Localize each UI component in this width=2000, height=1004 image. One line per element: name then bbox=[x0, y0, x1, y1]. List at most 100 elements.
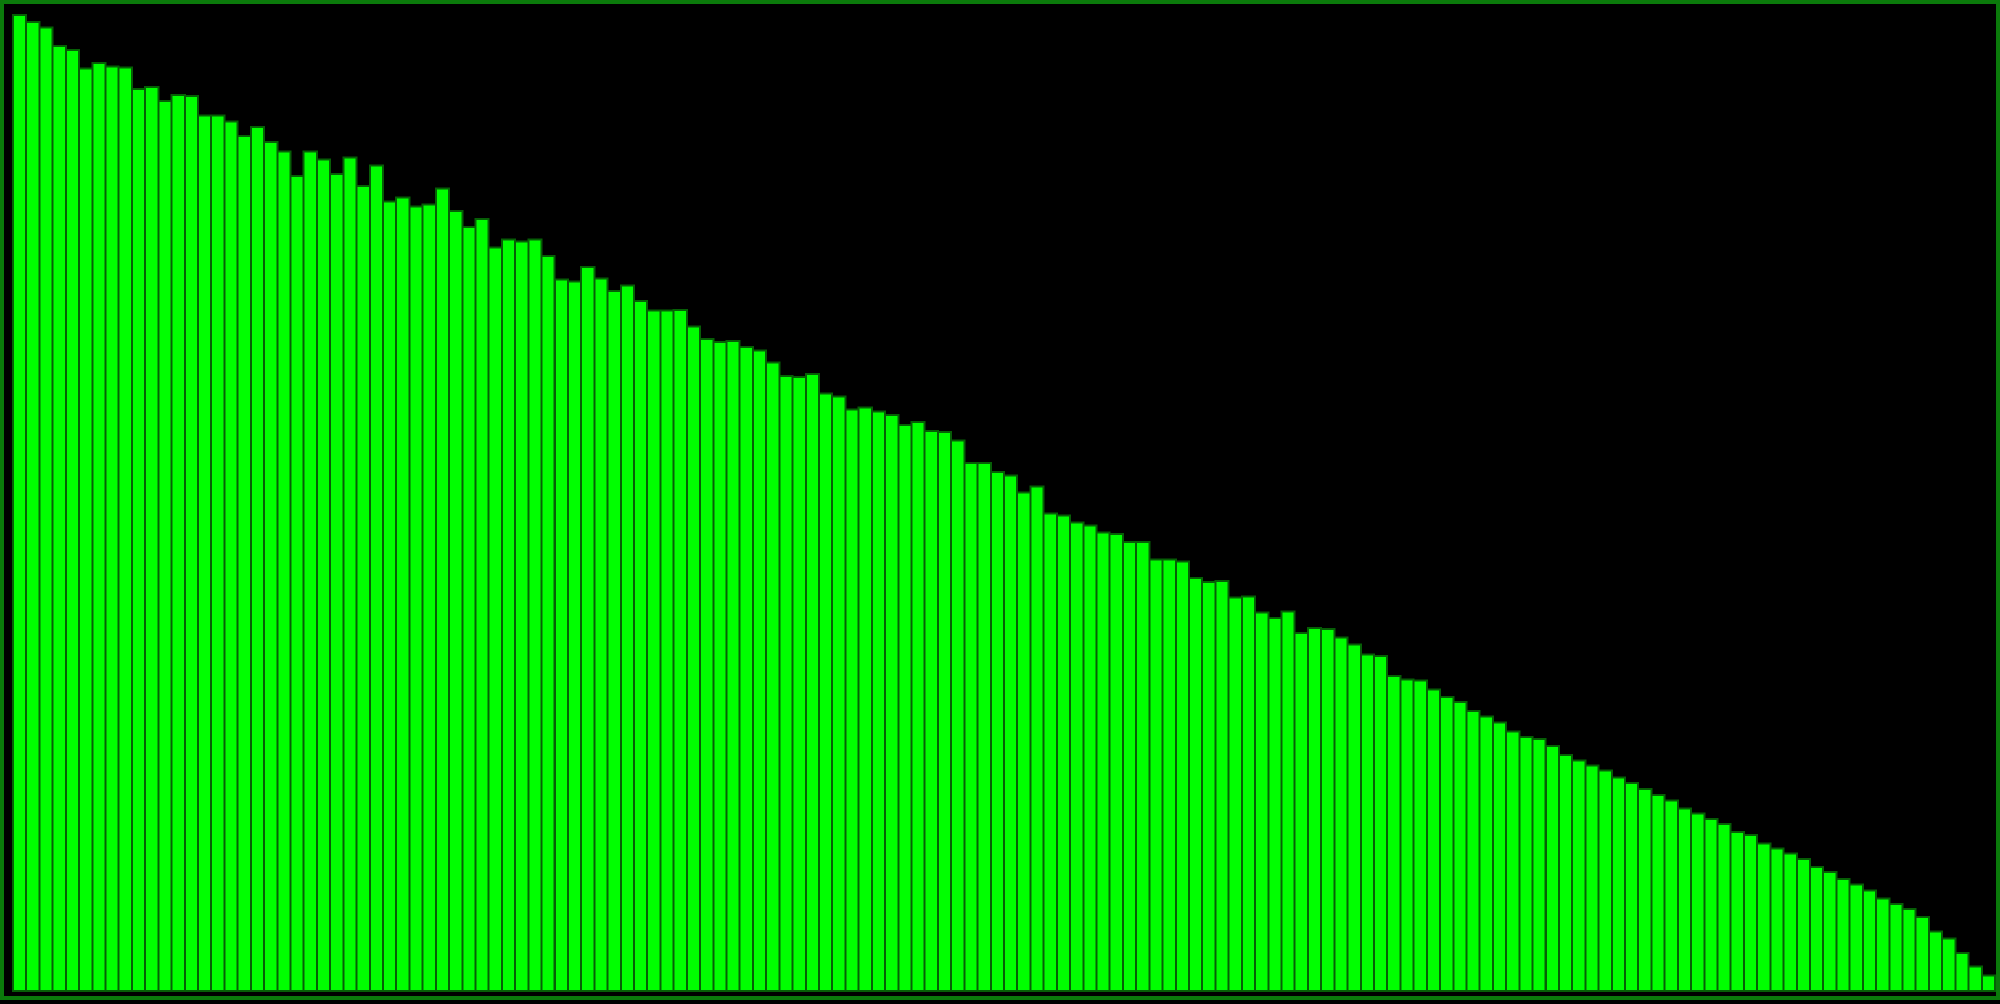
bar-19 bbox=[249, 126, 266, 993]
bar-51 bbox=[672, 308, 688, 992]
bar-4 bbox=[51, 45, 67, 993]
bar-73 bbox=[963, 461, 979, 993]
bar-137 bbox=[1809, 866, 1825, 992]
bar-110 bbox=[1452, 701, 1468, 992]
bar-78 bbox=[1029, 485, 1045, 992]
bar-113 bbox=[1491, 721, 1508, 992]
bar-35 bbox=[461, 225, 477, 993]
bar-114 bbox=[1505, 730, 1521, 992]
bar-125 bbox=[1650, 793, 1666, 992]
bar-56 bbox=[738, 345, 754, 992]
bar-117 bbox=[1544, 745, 1560, 993]
bar-111 bbox=[1465, 709, 1481, 992]
bar-20 bbox=[263, 140, 279, 992]
bar-103 bbox=[1359, 653, 1375, 993]
bar-45 bbox=[593, 277, 609, 992]
bar-42 bbox=[553, 278, 569, 992]
bar-67 bbox=[884, 414, 900, 993]
bar-27 bbox=[355, 184, 371, 993]
bar-69 bbox=[910, 420, 926, 992]
bar-37 bbox=[487, 246, 503, 993]
bar-88 bbox=[1161, 558, 1177, 992]
bar-96 bbox=[1267, 617, 1283, 992]
bar-87 bbox=[1148, 558, 1164, 992]
bar-94 bbox=[1240, 595, 1257, 992]
bar-66 bbox=[870, 410, 887, 992]
bar-50 bbox=[659, 309, 675, 993]
bar-40 bbox=[527, 238, 543, 993]
bar-57 bbox=[751, 349, 768, 992]
bar-16 bbox=[210, 114, 226, 992]
bar-chart bbox=[12, 14, 1997, 993]
bar-74 bbox=[976, 461, 992, 993]
bar-10 bbox=[130, 88, 147, 993]
bar-49 bbox=[646, 309, 662, 993]
bar-106 bbox=[1399, 678, 1415, 992]
bar-89 bbox=[1174, 560, 1190, 992]
bar-29 bbox=[381, 200, 398, 993]
bar-83 bbox=[1095, 531, 1111, 993]
bar-41 bbox=[540, 255, 556, 992]
bar-115 bbox=[1518, 736, 1534, 992]
bar-130 bbox=[1716, 823, 1732, 992]
bar-124 bbox=[1637, 787, 1653, 992]
bar-138 bbox=[1822, 870, 1838, 992]
bar-9 bbox=[117, 66, 133, 992]
bar-81 bbox=[1069, 521, 1085, 993]
bar-85 bbox=[1121, 541, 1138, 992]
bar-28 bbox=[368, 164, 384, 993]
bar-86 bbox=[1135, 541, 1151, 992]
bar-122 bbox=[1610, 776, 1627, 993]
bar-91 bbox=[1201, 581, 1217, 992]
bar-104 bbox=[1372, 655, 1389, 992]
bar-136 bbox=[1795, 858, 1812, 992]
bar-33 bbox=[434, 187, 451, 993]
bar-64 bbox=[844, 408, 860, 992]
bar-11 bbox=[144, 86, 160, 993]
bar-82 bbox=[1082, 524, 1098, 992]
bar-109 bbox=[1439, 696, 1455, 992]
bar-76 bbox=[1003, 474, 1019, 993]
bar-38 bbox=[500, 238, 517, 993]
bar-77 bbox=[1016, 491, 1032, 992]
bar-112 bbox=[1478, 715, 1494, 992]
bar-147 bbox=[1941, 937, 1957, 992]
bar-126 bbox=[1663, 799, 1679, 992]
bar-101 bbox=[1333, 636, 1349, 992]
bar-120 bbox=[1584, 764, 1600, 992]
bar-2 bbox=[25, 20, 41, 992]
bar-70 bbox=[923, 429, 939, 992]
bar-146 bbox=[1927, 930, 1944, 993]
bar-72 bbox=[950, 439, 966, 993]
bar-102 bbox=[1346, 643, 1362, 993]
bar-52 bbox=[685, 325, 702, 992]
bar-71 bbox=[936, 430, 953, 992]
bar-134 bbox=[1769, 847, 1785, 992]
bar-46 bbox=[606, 290, 622, 992]
bar-36 bbox=[474, 217, 490, 993]
bar-128 bbox=[1690, 812, 1706, 992]
bar-148 bbox=[1954, 951, 1970, 993]
bar-3 bbox=[38, 26, 54, 992]
bar-139 bbox=[1835, 877, 1851, 993]
bar-121 bbox=[1597, 769, 1613, 992]
bar-79 bbox=[1042, 512, 1058, 992]
bar-97 bbox=[1280, 610, 1296, 993]
bar-30 bbox=[395, 196, 411, 992]
bar-141 bbox=[1861, 889, 1878, 992]
bar-13 bbox=[170, 94, 186, 992]
bar-44 bbox=[580, 265, 596, 992]
bar-62 bbox=[818, 392, 834, 992]
bar-22 bbox=[289, 175, 305, 993]
bar-23 bbox=[302, 150, 318, 992]
bar-149 bbox=[1967, 965, 1983, 992]
bar-61 bbox=[804, 373, 821, 993]
bar-5 bbox=[64, 49, 81, 992]
bar-93 bbox=[1227, 596, 1243, 992]
bar-105 bbox=[1386, 674, 1402, 992]
bar-39 bbox=[514, 240, 530, 992]
bar-129 bbox=[1703, 818, 1719, 992]
bar-107 bbox=[1412, 679, 1428, 992]
bar-84 bbox=[1108, 533, 1124, 992]
